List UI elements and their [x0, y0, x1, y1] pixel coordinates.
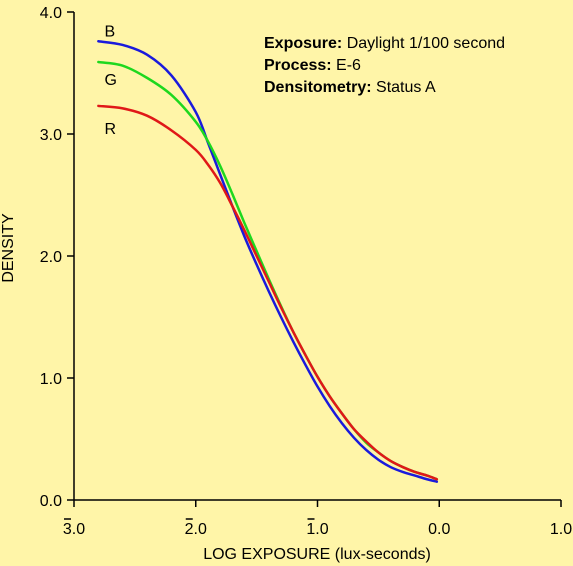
x-axis-label: LOG EXPOSURE (lux-seconds) — [203, 546, 431, 563]
series-line-g — [97, 60, 439, 481]
y-ticks: 0.0 1.0 2.0 3.0 4.0 — [40, 5, 74, 510]
y-tick-label: 2.0 — [40, 249, 62, 266]
annotation-value: Daylight 1/100 second — [342, 35, 505, 52]
series-labels: B G R — [104, 23, 116, 138]
x-tick-label: 1.0 — [550, 521, 572, 538]
y-tick-label: 0.0 — [40, 493, 62, 510]
series-line-b — [97, 40, 439, 483]
annotation-key: Process: — [264, 57, 332, 74]
x-tick-label: 3.0 — [63, 521, 85, 538]
annotation-value: E-6 — [332, 57, 361, 74]
annotation-line: Exposure: Daylight 1/100 second — [264, 35, 505, 52]
y-axis-label: DENSITY — [0, 213, 17, 283]
series-label-b: B — [104, 23, 115, 40]
annotation-key: Exposure: — [264, 35, 342, 52]
y-tick-label: 3.0 — [40, 127, 62, 144]
density-curves — [97, 40, 439, 483]
exposure-annotation: Exposure: Daylight 1/100 second Process: … — [264, 35, 505, 96]
series-line-r — [97, 104, 439, 481]
x-tick-label: 2.0 — [185, 521, 207, 538]
x-ticks: 3.0 2.0 1.0 0.0 1.0 — [63, 500, 572, 538]
annotation-line: Process: E-6 — [264, 57, 361, 74]
y-tick-label: 1.0 — [40, 371, 62, 388]
annotation-key: Densitometry: — [264, 79, 372, 96]
annotation-value: Status A — [372, 79, 436, 96]
x-tick-label: 1.0 — [306, 521, 328, 538]
annotation-line: Densitometry: Status A — [264, 79, 436, 96]
x-tick-label: 0.0 — [428, 521, 450, 538]
series-label-r: R — [104, 121, 116, 138]
series-label-g: G — [104, 72, 116, 89]
y-tick-label: 4.0 — [40, 5, 62, 22]
